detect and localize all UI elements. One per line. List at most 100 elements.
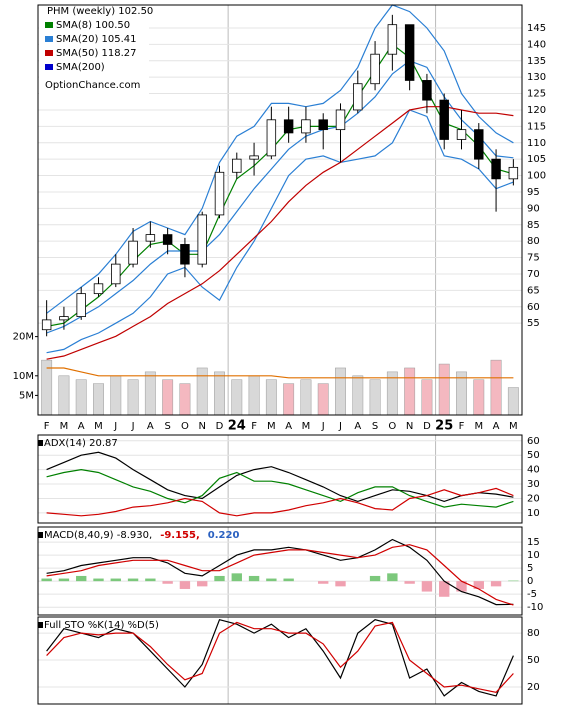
panel-title: ADX(14) 20.87 bbox=[44, 438, 118, 449]
y-tick-label: 110 bbox=[527, 138, 546, 149]
volume-bar bbox=[214, 371, 225, 416]
panel-title: Full STO %K(14) %D(5) bbox=[44, 620, 159, 631]
volume-bar bbox=[317, 383, 329, 416]
candle-body bbox=[41, 319, 52, 331]
candle-body bbox=[404, 24, 415, 81]
histogram-bar bbox=[76, 575, 87, 582]
candle-body bbox=[301, 119, 311, 134]
y-tick-label: 100 bbox=[527, 171, 546, 182]
y-tick-label: 80 bbox=[527, 628, 540, 639]
y-tick-label: 50 bbox=[527, 655, 540, 666]
volume-bar bbox=[490, 359, 502, 416]
y-tick-label: 90 bbox=[527, 203, 540, 214]
x-tick-label: 24 bbox=[228, 419, 246, 434]
histogram-bar bbox=[248, 575, 260, 582]
histogram-bar bbox=[110, 578, 121, 582]
histogram-bar bbox=[127, 578, 139, 582]
histogram-bar bbox=[93, 578, 104, 582]
y-tick-label: 15 bbox=[527, 537, 540, 548]
y-tick-label: 50 bbox=[527, 450, 540, 461]
panel-frame bbox=[37, 526, 523, 616]
volume-bar bbox=[196, 367, 208, 416]
x-tick-label: F bbox=[44, 421, 50, 432]
volume-bar bbox=[162, 379, 174, 416]
candle-body bbox=[508, 166, 519, 180]
y-tick-label: 140 bbox=[527, 39, 546, 50]
candle-body bbox=[387, 24, 398, 55]
y2-tick-label: 10M bbox=[13, 371, 34, 382]
series-line bbox=[46, 621, 514, 693]
y-tick-label: 125 bbox=[527, 89, 546, 100]
x-tick-label: A bbox=[147, 421, 154, 432]
volume-bar bbox=[248, 375, 260, 416]
volume-bar bbox=[127, 379, 139, 416]
histogram-bar bbox=[266, 578, 277, 582]
candle-body bbox=[422, 80, 432, 101]
candle-body bbox=[162, 234, 173, 245]
y-tick-label: 20 bbox=[527, 682, 540, 693]
histogram-bar bbox=[318, 581, 329, 584]
volume-bar bbox=[335, 367, 346, 416]
histogram-bar bbox=[439, 581, 450, 597]
x-tick-label: F bbox=[459, 421, 465, 432]
y-tick-label: 105 bbox=[527, 154, 546, 165]
legend-label: SMA(50) 118.27 bbox=[56, 48, 137, 59]
x-tick-label: M bbox=[474, 421, 483, 432]
legend-label: SMA(8) 100.50 bbox=[56, 20, 130, 31]
series-line bbox=[46, 544, 514, 606]
histogram-bar bbox=[179, 581, 191, 589]
y2-tick-label: 20M bbox=[13, 332, 34, 343]
x-tick-label: A bbox=[285, 421, 292, 432]
series-line bbox=[46, 106, 514, 360]
volume-bar bbox=[473, 379, 485, 416]
y-tick-label: 80 bbox=[527, 236, 540, 247]
x-tick-label: 25 bbox=[435, 419, 453, 434]
x-tick-label: M bbox=[509, 421, 518, 432]
candle-body bbox=[266, 119, 277, 157]
candle-body bbox=[214, 171, 225, 216]
volume-average bbox=[46, 367, 514, 379]
volume-bar bbox=[352, 375, 364, 416]
x-tick-label: M bbox=[267, 421, 276, 432]
x-tick-label: S bbox=[164, 421, 170, 432]
legend-swatch bbox=[38, 440, 43, 446]
histogram-bar bbox=[231, 573, 242, 582]
y-tick-label: 85 bbox=[527, 220, 540, 231]
x-tick-label: A bbox=[354, 421, 361, 432]
y-tick-label: 0 bbox=[527, 576, 533, 587]
y-tick-label: 10 bbox=[527, 508, 540, 519]
histogram-bar bbox=[335, 581, 346, 587]
volume-bar bbox=[507, 387, 519, 416]
histogram-bar bbox=[145, 578, 156, 582]
volume-bar bbox=[438, 363, 450, 416]
candle-body bbox=[249, 155, 259, 160]
volume-bar bbox=[283, 383, 295, 416]
x-tick-label: O bbox=[181, 421, 189, 432]
candle-body bbox=[283, 119, 294, 134]
volume-bar bbox=[93, 383, 104, 416]
panel-frame bbox=[37, 616, 523, 705]
volume-bar bbox=[369, 379, 381, 416]
legend-swatch bbox=[45, 36, 53, 42]
x-tick-label: N bbox=[198, 421, 205, 432]
candle-body bbox=[180, 244, 190, 265]
legend-swatch bbox=[45, 64, 53, 70]
histogram-bar bbox=[41, 578, 52, 582]
candle-body bbox=[456, 129, 467, 140]
volume-bar bbox=[231, 379, 243, 416]
y-tick-label: 10 bbox=[527, 550, 540, 561]
candle-body bbox=[128, 240, 138, 265]
panel-title: MACD(8,40,9) -8.930, bbox=[44, 530, 152, 541]
volume-bar bbox=[179, 383, 191, 416]
volume-bar bbox=[75, 379, 87, 416]
x-tick-label: J bbox=[321, 421, 325, 432]
y-tick-label: 30 bbox=[527, 479, 540, 490]
y-tick-label: 20 bbox=[527, 493, 540, 504]
x-tick-label: S bbox=[372, 421, 378, 432]
candle-body bbox=[197, 214, 207, 265]
y-tick-label: 115 bbox=[527, 121, 546, 132]
y-tick-label: -10 bbox=[527, 602, 543, 613]
x-tick-label: A bbox=[78, 421, 85, 432]
volume-bar bbox=[421, 379, 433, 416]
